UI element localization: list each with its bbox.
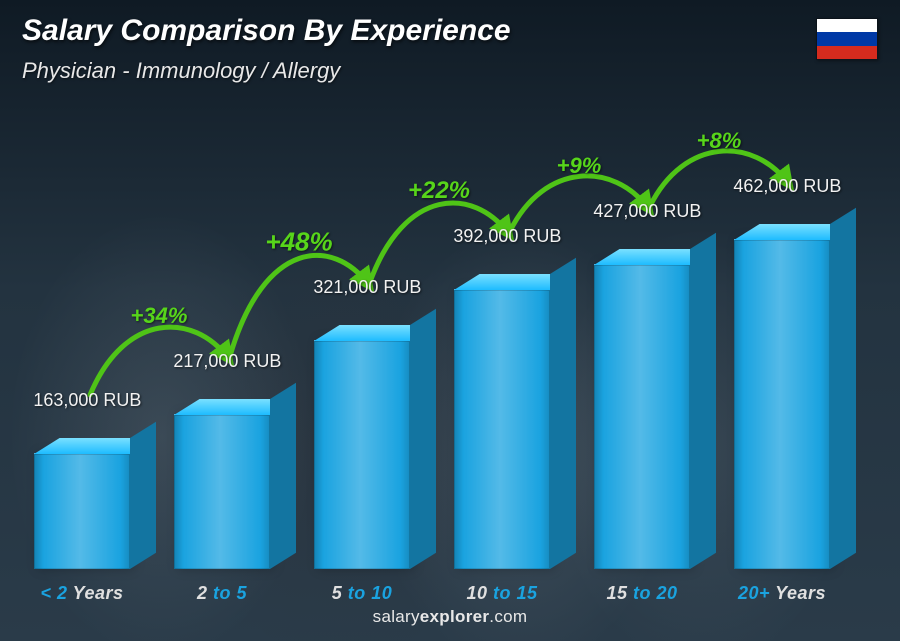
chart-subtitle: Physician - Immunology / Allergy	[22, 58, 340, 84]
bar-group: 392,000 RUB10 to 15	[454, 289, 550, 569]
bar	[34, 453, 130, 569]
bar-value-label: 392,000 RUB	[453, 226, 561, 247]
bar-category-label: 2 to 5	[155, 583, 289, 604]
bar-group: 217,000 RUB2 to 5	[174, 414, 270, 569]
bar-value-label: 427,000 RUB	[593, 201, 701, 222]
bar-group: 321,000 RUB5 to 10	[314, 340, 410, 569]
chart-title: Salary Comparison By Experience	[22, 14, 511, 48]
bar-value-label: 462,000 RUB	[733, 176, 841, 197]
bar-value-label: 217,000 RUB	[173, 351, 281, 372]
footer-text: salary	[373, 607, 420, 626]
source-attribution: salaryexplorer.com	[0, 607, 900, 627]
bar	[314, 340, 410, 569]
bar	[454, 289, 550, 569]
bar-value-label: 321,000 RUB	[313, 277, 421, 298]
bar-category-label: < 2 Years	[15, 583, 149, 604]
increase-pct-label: +34%	[131, 303, 188, 329]
increase-pct-label: +48%	[265, 227, 332, 258]
increase-pct-label: +9%	[557, 153, 602, 179]
bar-group: 427,000 RUB15 to 20	[594, 264, 690, 569]
increase-pct-label: +8%	[697, 128, 742, 154]
bar-group: 462,000 RUB20+ Years	[734, 239, 830, 569]
bar-value-label: 163,000 RUB	[33, 390, 141, 411]
bar	[174, 414, 270, 569]
footer-text: .com	[489, 607, 527, 626]
increase-pct-label: +22%	[408, 177, 470, 205]
bar-category-label: 15 to 20	[575, 583, 709, 604]
bar-category-label: 5 to 10	[295, 583, 429, 604]
flag-stripe	[817, 32, 877, 45]
footer-text: explorer	[420, 607, 490, 626]
bar-category-label: 20+ Years	[715, 583, 849, 604]
bar-chart: 163,000 RUB< 2 Years 217,000 RUB2 to 5 321…	[24, 89, 864, 569]
bar-category-label: 10 to 15	[435, 583, 569, 604]
infographic-canvas: Salary Comparison By Experience Physicia…	[0, 0, 900, 641]
bar-group: 163,000 RUB< 2 Years	[34, 453, 130, 569]
bar	[594, 264, 690, 569]
flag-stripe	[817, 19, 877, 32]
flag-stripe	[817, 46, 877, 59]
bar	[734, 239, 830, 569]
country-flag-russia	[816, 18, 878, 60]
